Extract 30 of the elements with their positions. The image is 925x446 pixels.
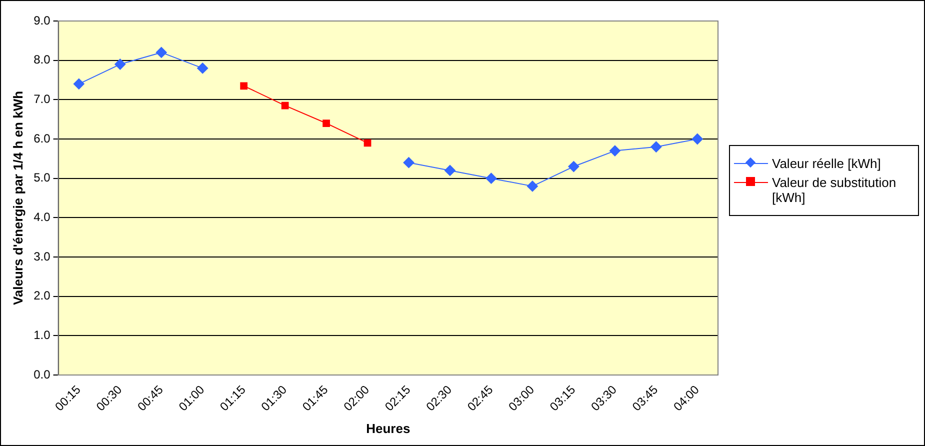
point — [73, 78, 84, 90]
point — [156, 46, 167, 58]
point — [568, 161, 580, 172]
legend-label: Valeur réelle [kWh] — [772, 156, 881, 171]
point — [526, 180, 538, 192]
point — [486, 172, 497, 184]
point — [609, 145, 620, 156]
point — [403, 157, 414, 168]
y-tick-label: 5.0 — [34, 170, 51, 185]
point — [281, 102, 289, 110]
y-tick-label: 8.0 — [34, 52, 51, 67]
y-tick-label: 6.0 — [34, 131, 51, 146]
point — [364, 139, 372, 147]
point — [322, 120, 330, 127]
x-axis-title: Heures — [366, 420, 410, 436]
y-axis-title: Valeurs d'énergie par 1/4 h en kWh — [10, 90, 26, 306]
point — [197, 62, 208, 74]
y-tick-label: 9.0 — [34, 13, 51, 28]
y-tick-label: 3.0 — [34, 249, 51, 264]
y-tick-label: 1.0 — [34, 328, 51, 342]
y-tick-label: 7.0 — [34, 92, 51, 106]
point — [240, 82, 248, 90]
y-tick-label: 0.0 — [34, 367, 51, 382]
y-tick-label: 2.0 — [34, 288, 51, 303]
point — [692, 133, 703, 144]
legend-label: Valeur de substitution [kWh] — [772, 175, 898, 205]
point — [444, 164, 456, 176]
point — [650, 141, 662, 152]
y-tick-label: 4.0 — [34, 210, 51, 224]
point — [114, 58, 126, 70]
